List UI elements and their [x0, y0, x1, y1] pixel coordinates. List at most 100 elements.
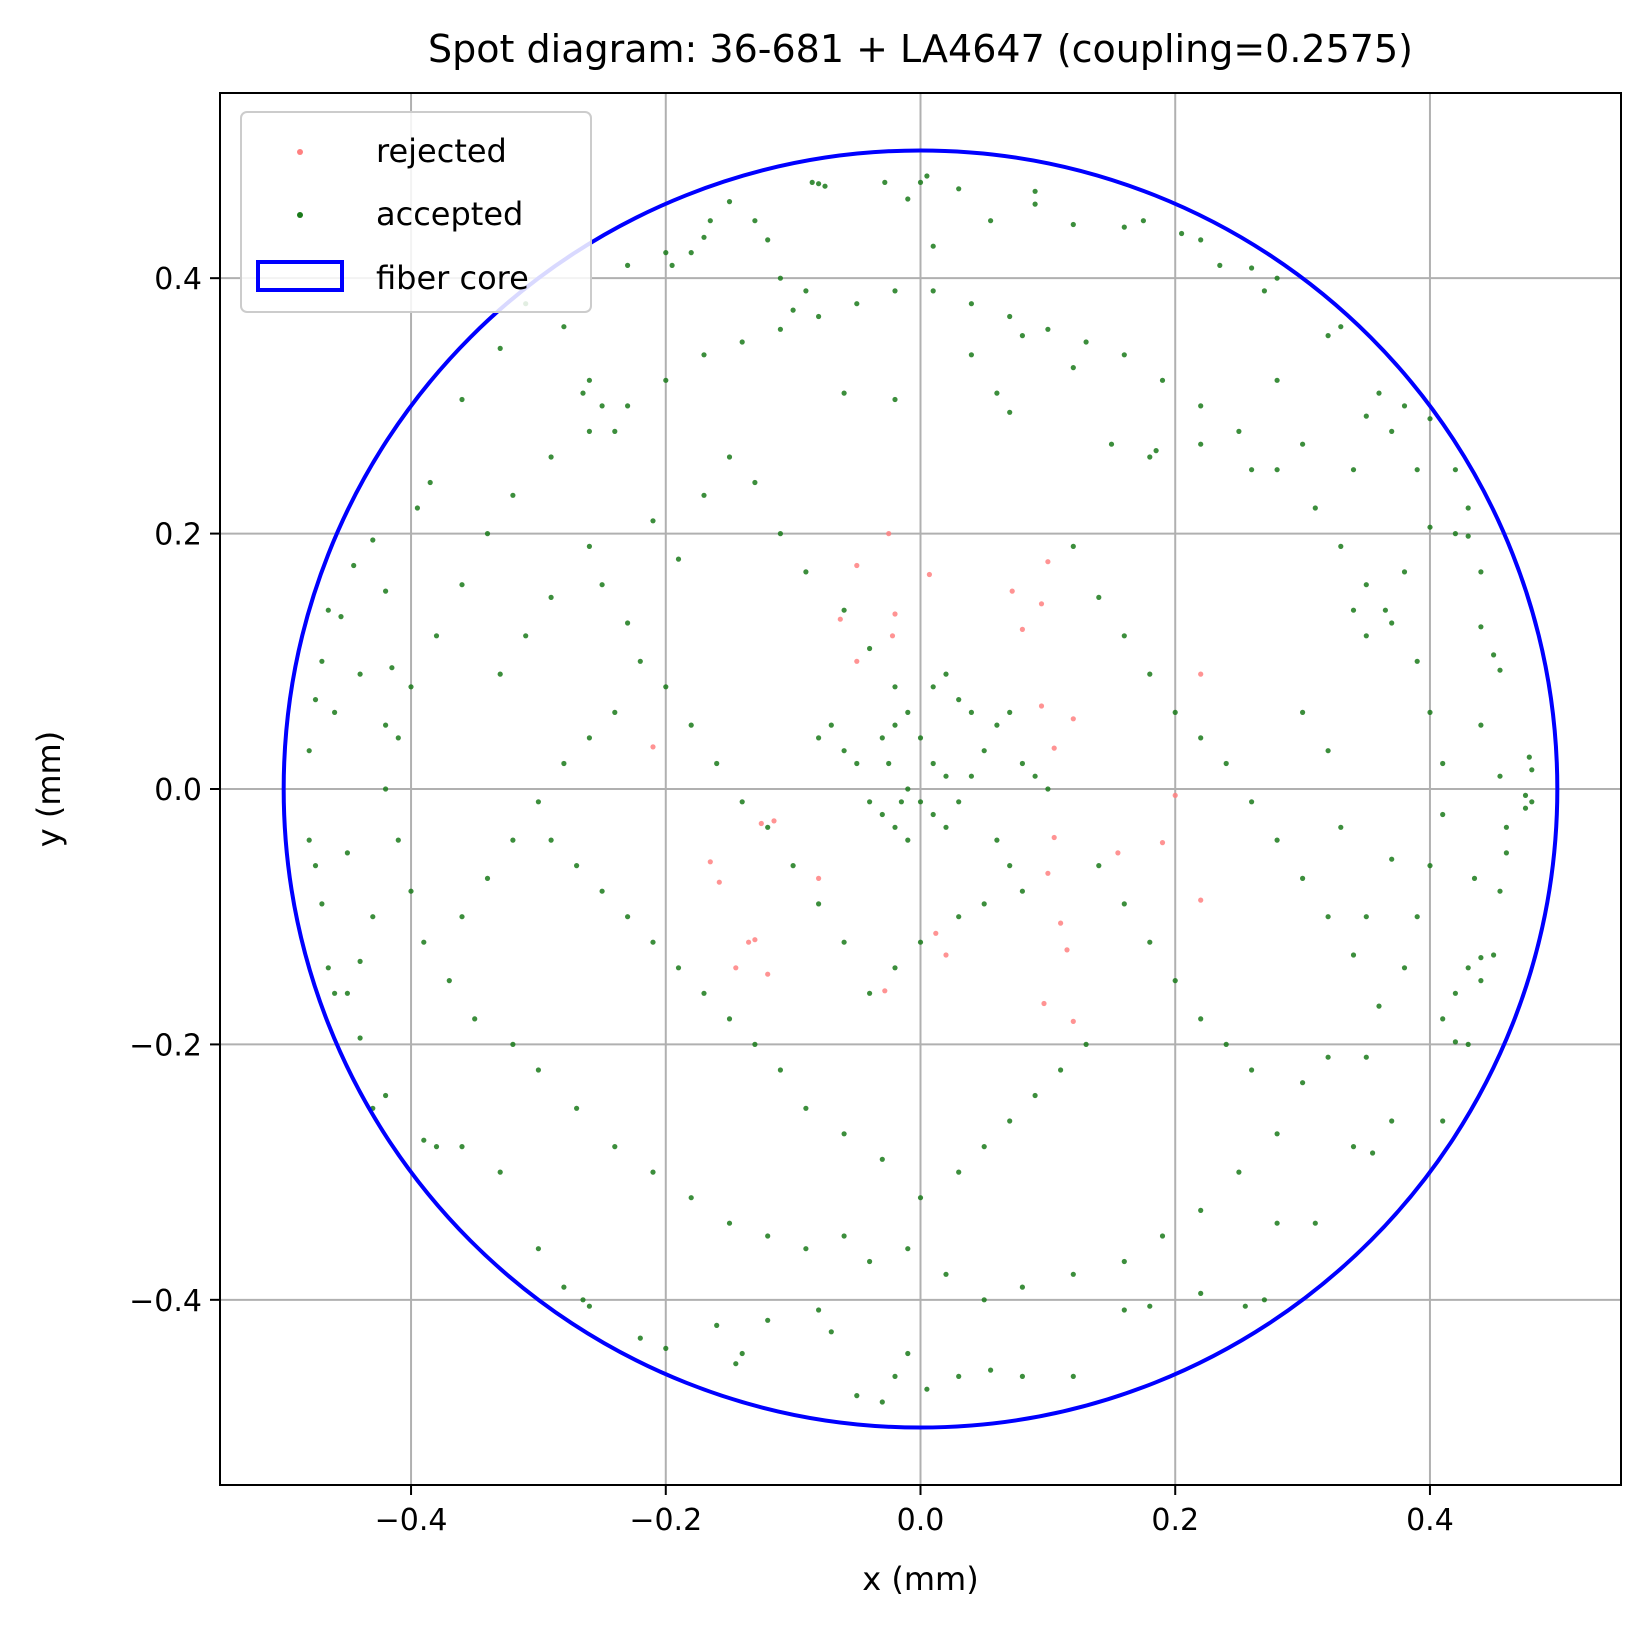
accepted-point: [1070, 1271, 1076, 1277]
rejected-point: [758, 820, 764, 827]
accepted-point: [988, 1367, 994, 1373]
accepted-point: [1121, 352, 1127, 358]
accepted-point: [1121, 633, 1127, 639]
x-axis-label: x (mm): [862, 1560, 978, 1598]
accepted-point: [1198, 441, 1204, 447]
accepted-point: [917, 735, 924, 741]
accepted-point: [1019, 333, 1025, 339]
rejected-point: [746, 939, 752, 945]
accepted-point: [459, 396, 465, 403]
legend-rejected-marker: [297, 149, 303, 155]
accepted-point: [1401, 965, 1408, 971]
accepted-point: [892, 288, 898, 294]
accepted-point: [1401, 403, 1408, 409]
rejected-point: [771, 818, 777, 824]
accepted-point: [1032, 773, 1038, 779]
accepted-point: [822, 183, 828, 189]
accepted-point: [930, 684, 936, 690]
accepted-point: [956, 799, 962, 805]
accepted-point: [1274, 1131, 1280, 1137]
rejected-point: [1115, 850, 1121, 856]
accepted-point: [580, 1297, 586, 1303]
accepted-point: [905, 1246, 911, 1252]
accepted-point: [586, 543, 593, 550]
rejected-point: [650, 744, 656, 750]
accepted-point: [688, 250, 694, 256]
accepted-point: [1179, 230, 1185, 237]
accepted-point: [1300, 1080, 1306, 1086]
accepted-point: [1274, 377, 1280, 383]
accepted-point: [726, 1016, 733, 1022]
y-tick-label: −0.2: [129, 1028, 202, 1063]
accepted-point: [1503, 850, 1509, 856]
rejected-point: [1038, 703, 1045, 709]
chart-title: Spot diagram: 36-681 + LA4647 (coupling=…: [428, 27, 1413, 71]
accepted-point: [1522, 792, 1529, 799]
accepted-point: [1491, 952, 1497, 958]
accepted-point: [599, 582, 605, 588]
accepted-point: [1363, 1054, 1369, 1060]
accepted-point: [319, 658, 325, 664]
accepted-point: [968, 773, 975, 779]
accepted-point: [1465, 965, 1471, 971]
accepted-point: [994, 390, 1000, 396]
accepted-point: [548, 837, 554, 843]
accepted-point: [650, 1169, 656, 1175]
accepted-point: [484, 875, 491, 882]
legend-fiber-core-label: fiber core: [376, 259, 529, 297]
rejected-point: [1009, 588, 1015, 594]
accepted-point: [816, 313, 822, 320]
accepted-point: [325, 965, 331, 971]
accepted-point: [312, 863, 319, 869]
accepted-point: [395, 837, 401, 843]
accepted-point: [1032, 201, 1038, 207]
accepted-point: [1363, 413, 1369, 419]
accepted-point: [459, 1144, 465, 1150]
accepted-point: [1300, 709, 1306, 716]
accepted-point: [1274, 467, 1280, 473]
x-tick-label: 0.2: [1151, 1503, 1199, 1538]
accepted-point: [357, 958, 363, 965]
accepted-point: [510, 1041, 516, 1047]
rejected-point: [1051, 745, 1057, 751]
accepted-point: [803, 1246, 809, 1252]
accepted-point: [535, 1246, 542, 1252]
accepted-point: [1465, 1041, 1471, 1047]
accepted-point: [1121, 1258, 1127, 1265]
accepted-point: [625, 262, 631, 268]
accepted-point: [981, 1297, 987, 1303]
accepted-point: [1147, 454, 1153, 460]
accepted-point: [1096, 863, 1102, 869]
accepted-point: [841, 390, 847, 396]
accepted-point: [765, 824, 771, 830]
rejected-point: [882, 988, 888, 994]
accepted-point: [1007, 313, 1013, 320]
accepted-point: [535, 1067, 542, 1073]
accepted-point: [497, 345, 503, 351]
accepted-point: [790, 307, 796, 313]
accepted-point: [956, 914, 962, 920]
accepted-point: [472, 1016, 478, 1022]
accepted-point: [854, 1393, 860, 1399]
accepted-point: [1338, 543, 1344, 550]
accepted-point: [707, 218, 713, 224]
accepted-point: [1261, 1297, 1267, 1303]
accepted-point: [726, 454, 733, 460]
accepted-point: [1312, 505, 1318, 511]
accepted-point: [625, 403, 631, 409]
accepted-point: [968, 352, 975, 358]
rejected-point: [933, 930, 939, 936]
accepted-point: [777, 531, 784, 537]
series-accepted: [306, 173, 1535, 1405]
accepted-point: [612, 1144, 618, 1150]
rejected-point: [854, 562, 860, 569]
accepted-point: [882, 179, 888, 185]
accepted-point: [1325, 333, 1331, 339]
accepted-point: [879, 811, 885, 818]
accepted-point: [701, 352, 707, 358]
accepted-point: [1452, 1039, 1458, 1045]
accepted-point: [1198, 1207, 1204, 1213]
accepted-point: [1083, 1041, 1089, 1047]
accepted-point: [1198, 403, 1204, 409]
accepted-point: [663, 250, 669, 256]
